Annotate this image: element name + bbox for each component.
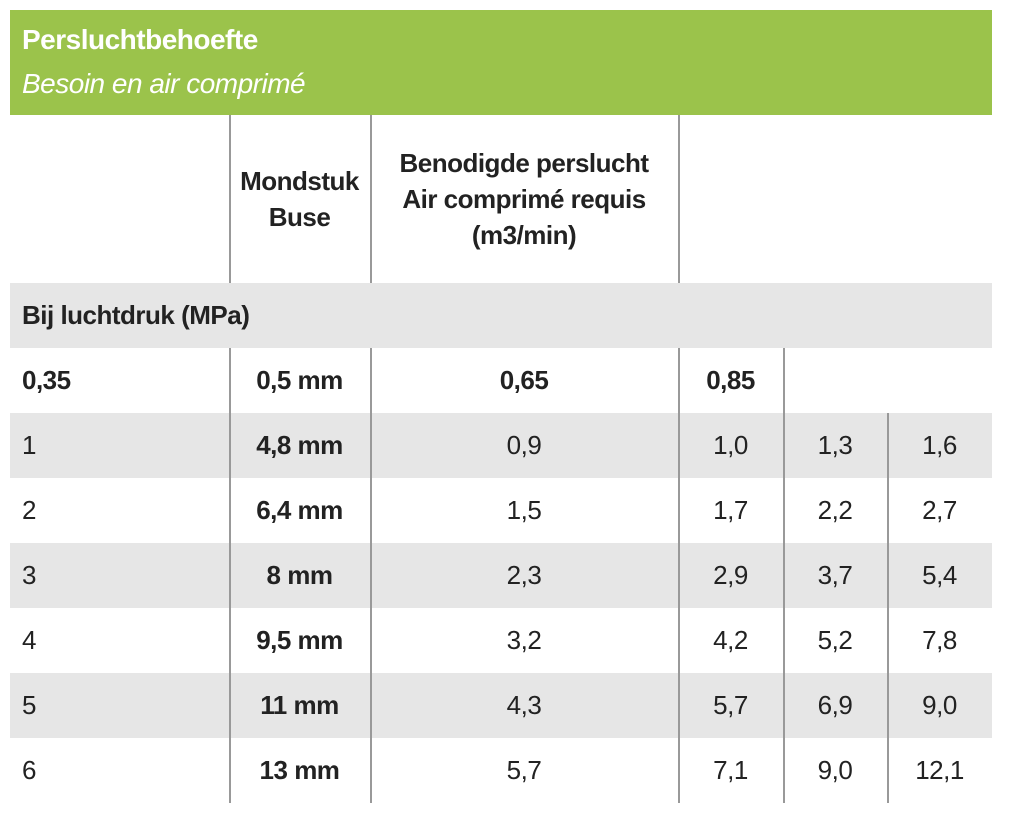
table-cell: 9,0 (817, 755, 853, 785)
table-cell: 1,5 (506, 495, 542, 525)
table-cell: 2 (22, 495, 36, 525)
pressure-cell: 0,35 (22, 365, 71, 395)
table-cell: 4 (22, 625, 36, 655)
table-cell: 11 mm (260, 690, 339, 720)
pressure-cell: 0,5 mm (256, 365, 343, 395)
table-cell: 2,3 (506, 560, 542, 590)
column-header-line: Mondstuk (240, 166, 359, 196)
pressure-cell: 0,85 (706, 365, 755, 395)
table-cell: 5,2 (817, 625, 853, 655)
table-cell: 4,2 (713, 625, 748, 655)
table-cell: 3 (22, 560, 36, 590)
column-divider (229, 348, 231, 803)
table-cell: 4,3 (506, 690, 542, 720)
table-cell: 5,7 (506, 755, 542, 785)
table-cell: 5 (22, 690, 36, 720)
column-divider (887, 413, 889, 803)
table-cell: 6,4 mm (256, 495, 343, 525)
column-divider (783, 348, 785, 803)
table-cell: 13 mm (259, 755, 340, 785)
column-header: Benodigde perslucht Air comprimé requis (m… (370, 115, 678, 283)
table-cell: 9,5 mm (256, 625, 343, 655)
table-cell: 3,7 (817, 560, 853, 590)
row-band (10, 413, 992, 478)
table-cell: 0,9 (506, 430, 542, 460)
title: Persluchtbehoefte (22, 24, 258, 55)
column-divider (229, 115, 231, 283)
table-cell: 8 mm (266, 560, 333, 590)
table-cell: 9,0 (922, 690, 957, 720)
column-divider (370, 348, 372, 803)
subtitle: Besoin en air comprimé (22, 68, 306, 99)
column-header: Mondstuk Buse (229, 115, 370, 283)
table-cell: 1,3 (817, 430, 853, 460)
row-band (10, 543, 992, 608)
table-cell: 2,9 (713, 560, 748, 590)
section-label: Bij luchtdruk (MPa) (22, 300, 250, 330)
table-cell: 6 (22, 755, 36, 785)
column-header-line: (m3/min) (471, 220, 577, 250)
table-cell: 1,0 (713, 430, 748, 460)
table-cell: 5,7 (713, 690, 748, 720)
table-cell: 12,1 (915, 755, 964, 785)
table-cell: 1,6 (922, 430, 957, 460)
table-cell: 6,9 (817, 690, 853, 720)
table-cell: 1 (22, 430, 36, 460)
column-divider (678, 115, 680, 283)
table-cell: 5,4 (922, 560, 957, 590)
table-cell: 2,2 (817, 495, 853, 525)
column-divider (370, 115, 372, 283)
table-cell: 7,1 (713, 755, 748, 785)
row-band (10, 673, 992, 738)
table-cell: 3,2 (506, 625, 542, 655)
header-band: Persluchtbehoefte Besoin en air comprimé (10, 10, 992, 115)
table-cell: 7,8 (922, 625, 957, 655)
column-header-line: Benodigde perslucht (399, 148, 649, 178)
column-divider (678, 348, 680, 803)
table-cell: 1,7 (713, 495, 748, 525)
table-cell: 2,7 (922, 495, 957, 525)
section-band (10, 283, 992, 348)
column-header-line: Air comprimé requis (402, 184, 646, 214)
pressure-cell: 0,65 (499, 365, 549, 395)
table-cell: 4,8 mm (256, 430, 343, 460)
column-header-line: Buse (268, 202, 331, 232)
